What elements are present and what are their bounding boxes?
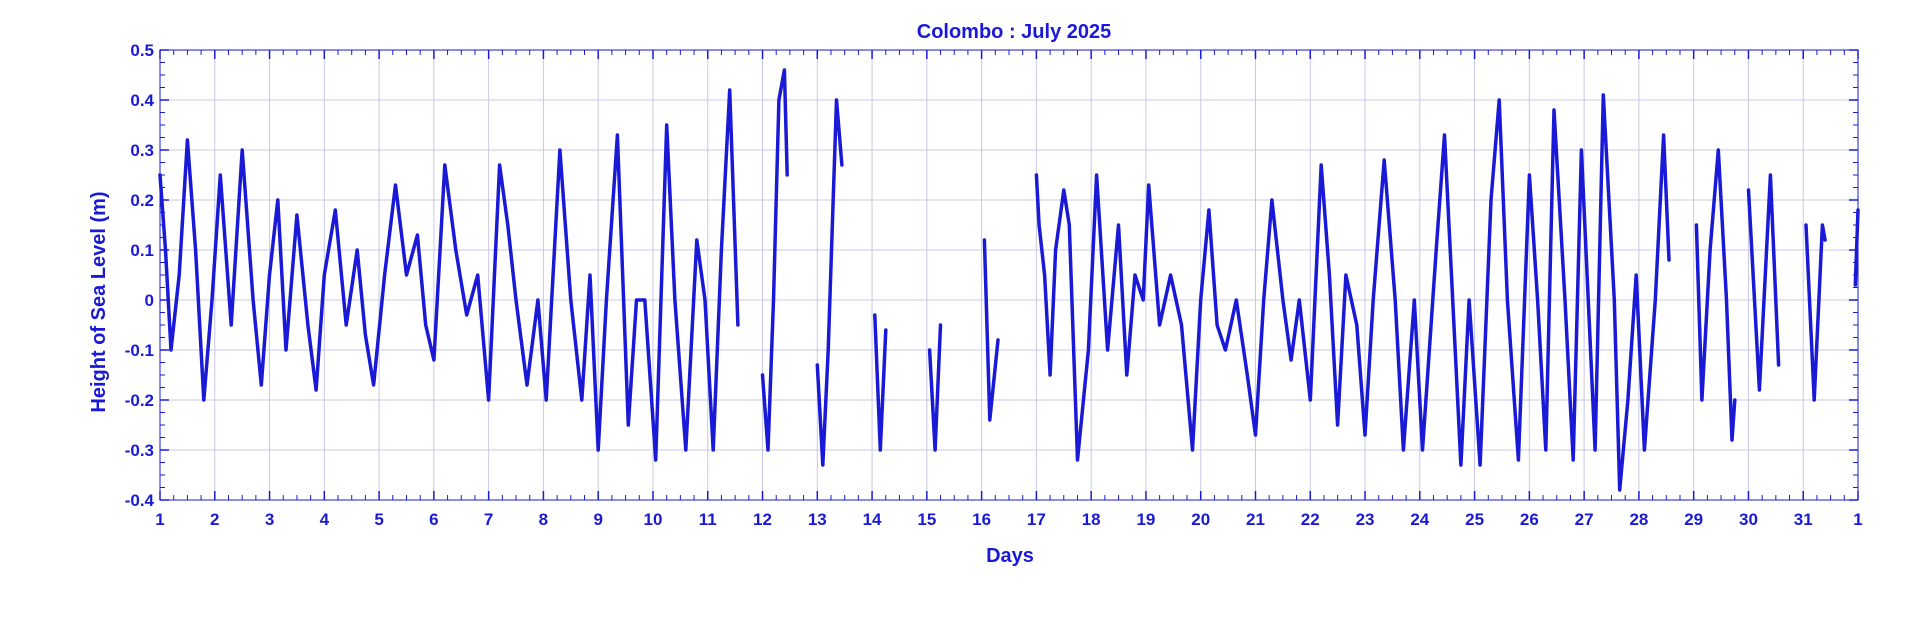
y-tick-label: 0.1 <box>130 241 154 260</box>
x-tick-label: 29 <box>1684 510 1703 529</box>
x-tick-label: 26 <box>1520 510 1539 529</box>
x-tick-label: 4 <box>320 510 330 529</box>
y-tick-label: 0 <box>145 291 154 310</box>
series-line-segment <box>760 68 789 452</box>
y-tick-labels: 0.5 0.4 0.3 0.2 0.1 0 -0.1 -0.2 -0.3 -0.4 <box>125 41 155 510</box>
x-tick-label: 23 <box>1356 510 1375 529</box>
x-tick-label: 10 <box>644 510 663 529</box>
x-tick-label: 21 <box>1246 510 1265 529</box>
x-tick-label: 20 <box>1191 510 1210 529</box>
x-tick-label: 30 <box>1739 510 1758 529</box>
x-tick-label: 14 <box>863 510 882 529</box>
y-tick-label: -0.2 <box>125 391 154 410</box>
x-tick-label: 18 <box>1082 510 1101 529</box>
x-tick-label: 9 <box>593 510 602 529</box>
y-tick-label: 0.3 <box>130 141 154 160</box>
x-axis-label: Days <box>986 545 1034 567</box>
series-line-segment <box>1694 148 1737 442</box>
x-tick-label: 22 <box>1301 510 1320 529</box>
x-tick-label: 19 <box>1136 510 1155 529</box>
series-line-segment <box>1034 93 1671 492</box>
y-tick-label: 0.4 <box>130 91 154 110</box>
x-tick-label: 11 <box>699 510 717 529</box>
x-tick-label: 12 <box>753 510 772 529</box>
y-tick-label: -0.1 <box>125 341 154 360</box>
series-layer <box>158 68 1860 492</box>
series-line-segment <box>815 98 844 467</box>
y-tick-label: -0.3 <box>125 441 154 460</box>
x-tick-label: 28 <box>1629 510 1648 529</box>
x-tick-label: 3 <box>265 510 274 529</box>
x-tick-labels: 1 2 3 4 5 6 7 8 9 10 11 12 13 14 15 16 17 18 19 20 21 22 23 24 2… <box>155 510 1862 529</box>
y-tick-label: 0.2 <box>130 191 154 210</box>
y-tick-label: 0.5 <box>130 41 154 60</box>
x-tick-label: 5 <box>374 510 383 529</box>
x-tick-label: 31 <box>1794 510 1813 529</box>
x-tick-label: 6 <box>429 510 438 529</box>
series-line-segment <box>982 238 1000 422</box>
x-tick-label: 15 <box>917 510 936 529</box>
y-axis-label: Height of Sea Level (m) <box>88 191 110 412</box>
series-line-segment <box>927 323 943 452</box>
x-tick-label: 17 <box>1027 510 1046 529</box>
y-tick-label: -0.4 <box>125 491 155 510</box>
x-tick-label: 2 <box>210 510 219 529</box>
x-tick-label: 7 <box>484 510 493 529</box>
series-line-segment <box>158 88 740 462</box>
x-tick-label: 16 <box>972 510 991 529</box>
plot-frame <box>159 49 1859 501</box>
x-tick-label: 1 <box>155 510 164 529</box>
x-tick-label: 13 <box>808 510 827 529</box>
chart-title: Colombo : July 2025 <box>917 21 1112 43</box>
x-tick-label: 1 <box>1853 510 1862 529</box>
x-tick-label: 27 <box>1575 510 1594 529</box>
series-line-segment <box>873 313 888 452</box>
series-line-segment <box>1804 223 1827 402</box>
x-tick-label: 24 <box>1410 510 1429 529</box>
x-tick-label: 25 <box>1465 510 1484 529</box>
series-line-segment <box>1746 173 1781 392</box>
x-tick-label: 8 <box>539 510 548 529</box>
